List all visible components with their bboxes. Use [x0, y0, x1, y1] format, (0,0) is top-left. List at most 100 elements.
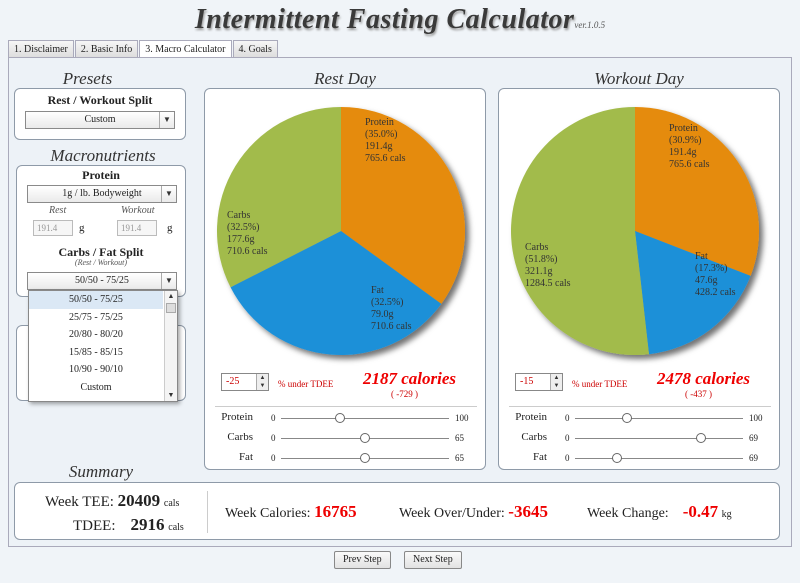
presets-title: Presets [62, 69, 113, 88]
workout-label: Workout [121, 205, 155, 216]
week-tee-row: Week TEE: 20409 cals [45, 491, 179, 511]
protein-label: Protein [82, 168, 120, 182]
week-tee-label: Week TEE: [45, 494, 114, 510]
app-title: Intermittent Fasting Calculatorver.1.0.5 [0, 4, 800, 36]
scroll-thumb[interactable] [166, 303, 176, 313]
spinner-arrows-icon[interactable]: ▲ ▼ [550, 374, 562, 390]
workout-carbs-grams: 321.1g [525, 266, 553, 277]
workout-carbs-name: Carbs [525, 242, 549, 253]
workout-fat-label: Fat (17.3%) 47.6g 428.2 cals [695, 251, 736, 299]
rest-fat-pct: (32.5%) [371, 297, 404, 308]
workout-carbs-slice [510, 107, 649, 355]
summary-divider [207, 491, 208, 533]
workout-day-panel: Protein (30.9%) 191.4g 765.6 cals Carbs … [498, 88, 780, 470]
split-dropdown-list: 50/50 - 75/25 25/75 - 75/25 20/80 - 80/2… [28, 290, 178, 402]
rest-calorie-diff: ( -729 ) [391, 389, 418, 399]
rest-tdee-spinner[interactable]: -25 ▲ ▼ [221, 373, 269, 391]
presets-box: Rest / Workout Split Custom ▼ [14, 88, 186, 140]
prev-step-button[interactable]: Prev Step [334, 551, 391, 569]
rest-carbs-name: Carbs [227, 210, 251, 221]
workout-protein-input[interactable]: 191.4 [117, 220, 157, 236]
scroll-down-icon[interactable]: ▼ [167, 391, 175, 399]
tab-macro-calculator[interactable]: 3. Macro Calculator [139, 40, 232, 59]
split-option[interactable]: Custom [80, 381, 112, 393]
week-calories-row: Week Calories: 16765 [225, 502, 357, 522]
slider-min: 0 [271, 453, 276, 463]
carbs-fat-split-sub: (Rest / Workout) [74, 258, 128, 267]
protein-select[interactable]: 1g / lb. Bodyweight ▼ [27, 185, 177, 203]
slider-track[interactable] [575, 418, 743, 419]
workout-protein-grams: 191.4g [669, 147, 697, 158]
workout-fat-pct: (17.3%) [695, 263, 728, 274]
tab-basic-info[interactable]: 2. Basic Info [74, 40, 139, 58]
rest-unit: g [79, 222, 85, 234]
workout-protein-cals: 765.6 cals [669, 159, 710, 170]
week-change-unit: kg [721, 509, 732, 520]
summary-box: Week TEE: 20409 cals TDEE: 2916 cals Wee… [14, 482, 780, 540]
slider-label: Fat [532, 451, 547, 463]
rest-pie-chart [217, 107, 465, 355]
rest-protein-name: Protein [365, 117, 394, 128]
tdee-row: TDEE: 2916 cals [73, 515, 184, 535]
slider-max: 100 [455, 413, 469, 423]
next-step-button[interactable]: Next Step [404, 551, 462, 569]
workout-carbs-pct: (51.8%) [525, 254, 558, 265]
slider-track[interactable] [575, 458, 743, 459]
chevron-down-icon: ▼ [159, 112, 174, 128]
split-option[interactable]: 25/75 - 75/25 [69, 311, 123, 323]
rest-day-panel: Protein (35.0%) 191.4g 765.6 cals Carbs … [204, 88, 486, 470]
chevron-down-icon: ▼ [161, 273, 176, 289]
slider-min: 0 [271, 413, 276, 423]
week-over-label: Week Over/Under: [399, 506, 505, 521]
split-option[interactable]: 15/85 - 85/15 [69, 346, 123, 358]
split-option[interactable]: 50/50 - 75/25 [29, 291, 163, 309]
week-change-row: Week Change: -0.47 kg [587, 502, 732, 522]
tab-disclaimer[interactable]: 1. Disclaimer [8, 40, 74, 58]
rest-slider-protein: Protein 0 100 [205, 411, 485, 427]
split-option[interactable]: 10/90 - 90/10 [69, 364, 123, 375]
week-over-value: -3645 [508, 502, 548, 521]
week-tee-unit: cals [163, 498, 180, 509]
workout-fat-name: Fat [695, 251, 708, 262]
slider-label: Carbs [227, 431, 253, 443]
rest-protein-label: Protein (35.0%) 191.4g 765.6 cals [365, 117, 406, 165]
slider-thumb[interactable] [622, 413, 633, 423]
week-tee-value: 20409 [117, 491, 161, 510]
slider-min: 0 [565, 433, 570, 443]
slider-thumb[interactable] [360, 433, 370, 443]
carbs-fat-split-value: 50/50 - 75/25 [75, 275, 129, 286]
slider-max: 69 [749, 453, 758, 463]
rest-day-title: Rest Day [314, 69, 376, 88]
slider-label: Protein [515, 411, 547, 423]
tab-goals[interactable]: 4. Goals [232, 40, 278, 58]
slider-label: Carbs [521, 431, 547, 443]
workout-fat-cals: 428.2 cals [695, 287, 736, 298]
workout-under-label: % under TDEE [572, 379, 628, 389]
tab-bar: 1. Disclaimer 2. Basic Info 3. Macro Cal… [8, 40, 279, 59]
workout-calories: 2478 calories [657, 369, 751, 388]
dropdown-scrollbar[interactable]: ▲ ▼ [164, 291, 177, 401]
carbs-fat-split-select[interactable]: 50/50 - 75/25 ▼ [27, 272, 177, 290]
slider-thumb[interactable] [612, 453, 622, 463]
slider-track[interactable] [575, 438, 743, 439]
scroll-up-icon[interactable]: ▲ [167, 292, 175, 300]
preset-split-select[interactable]: Custom ▼ [25, 111, 175, 129]
spinner-arrows-icon[interactable]: ▲ ▼ [256, 374, 268, 390]
rest-under-label: % under TDEE [278, 379, 334, 389]
rest-protein-input[interactable]: 191.4 [33, 220, 73, 236]
week-change-label: Week Change: [587, 506, 669, 521]
split-option[interactable]: 20/80 - 80/20 [69, 329, 123, 340]
workout-fat-slice [635, 231, 751, 355]
workout-divider [509, 406, 771, 407]
rest-tdee-value: -25 [226, 376, 240, 387]
slider-label: Protein [221, 411, 253, 423]
preset-split-value: Custom [84, 114, 116, 125]
macros-box: Protein 1g / lb. Bodyweight ▼ Rest Worko… [16, 165, 186, 297]
workout-tdee-spinner[interactable]: -15 ▲ ▼ [515, 373, 563, 391]
slider-thumb[interactable] [360, 453, 370, 463]
slider-thumb[interactable] [696, 433, 706, 443]
rest-protein-pct: (35.0%) [365, 129, 398, 140]
slider-track[interactable] [281, 418, 449, 419]
week-over-row: Week Over/Under: -3645 [399, 502, 548, 522]
slider-thumb[interactable] [334, 413, 345, 423]
